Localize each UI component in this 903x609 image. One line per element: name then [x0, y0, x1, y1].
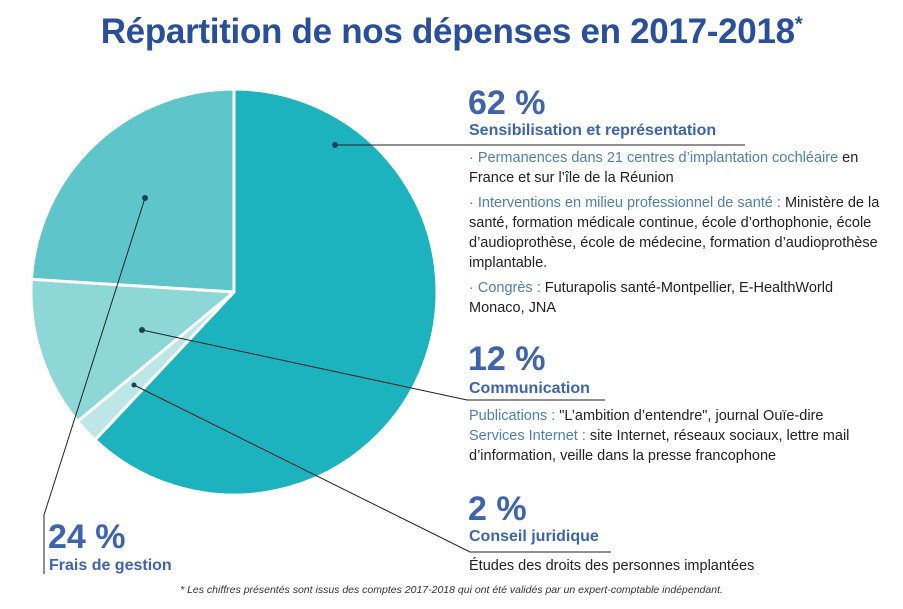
detail-lead: Publications :	[469, 408, 556, 424]
pct-label-sensibilisation: 62 %	[468, 84, 546, 122]
detail-item: · Interventions en milieu professionnel …	[469, 193, 889, 273]
detail-item: · Congrès : Futurapolis santé-Montpellie…	[469, 278, 889, 318]
callout-dot	[139, 327, 145, 333]
category-conseil: Conseil juridique	[469, 528, 599, 545]
callout-dot	[332, 142, 338, 148]
pie-slice-communication	[29, 277, 236, 423]
detail-lead: Services Internet :	[469, 428, 586, 444]
footnote: * Les chiffres présentés sont issus des …	[180, 584, 723, 596]
pct-label-frais: 24 %	[48, 518, 126, 556]
category-communication: Communication	[469, 380, 590, 397]
callout-line-frais	[43, 197, 146, 574]
detail-lead: · Interventions en milieu professionnel …	[469, 195, 781, 211]
detail-text: Ministère de la santé, formation médical…	[469, 195, 880, 271]
page-title: Répartition de nos dépenses en 2017-2018…	[0, 12, 903, 52]
callout-line-conseil	[133, 384, 611, 553]
sensibilisation-details: · Permanences dans 21 centres d’implanta…	[469, 148, 889, 323]
category-sensibilisation: Sensibilisation et représentation	[469, 122, 717, 139]
detail-text: en France et sur l’île de la Réunion	[469, 150, 859, 186]
category-frais: Frais de gestion	[49, 557, 172, 574]
pct-label-communication: 12 %	[468, 340, 546, 378]
title-asterisk: *	[794, 13, 803, 36]
pie-slice-frais-de-gestion	[29, 87, 236, 294]
conseil-details: Études des droits des personnes implanté…	[469, 558, 755, 574]
detail-item: Publications : "L’ambition d’entendre", …	[469, 406, 899, 426]
communication-details: Publications : "L’ambition d’entendre", …	[469, 406, 899, 466]
detail-lead: · Permanences dans 21 centres d’implanta…	[469, 150, 839, 166]
detail-text: site Internet, réseaux sociaux, lettre m…	[469, 428, 850, 464]
callout-line-communication	[141, 329, 605, 401]
pct-label-conseil: 2 %	[468, 490, 527, 528]
detail-text: Futurapolis santé-Montpellier, E-HealthW…	[469, 280, 834, 316]
detail-lead: · Congrès :	[469, 280, 541, 296]
callout-dot	[131, 382, 137, 388]
detail-text: "L’ambition d’entendre", journal Ouïe-di…	[555, 408, 824, 424]
pie-slice-sensibilisation-et-repr-sentation	[93, 87, 439, 497]
callout-dot	[142, 195, 148, 201]
detail-item: · Permanences dans 21 centres d’implanta…	[469, 148, 889, 188]
detail-item: Services Internet : site Internet, résea…	[469, 426, 899, 466]
title-text: Répartition de nos dépenses en 2017-2018	[100, 12, 795, 51]
